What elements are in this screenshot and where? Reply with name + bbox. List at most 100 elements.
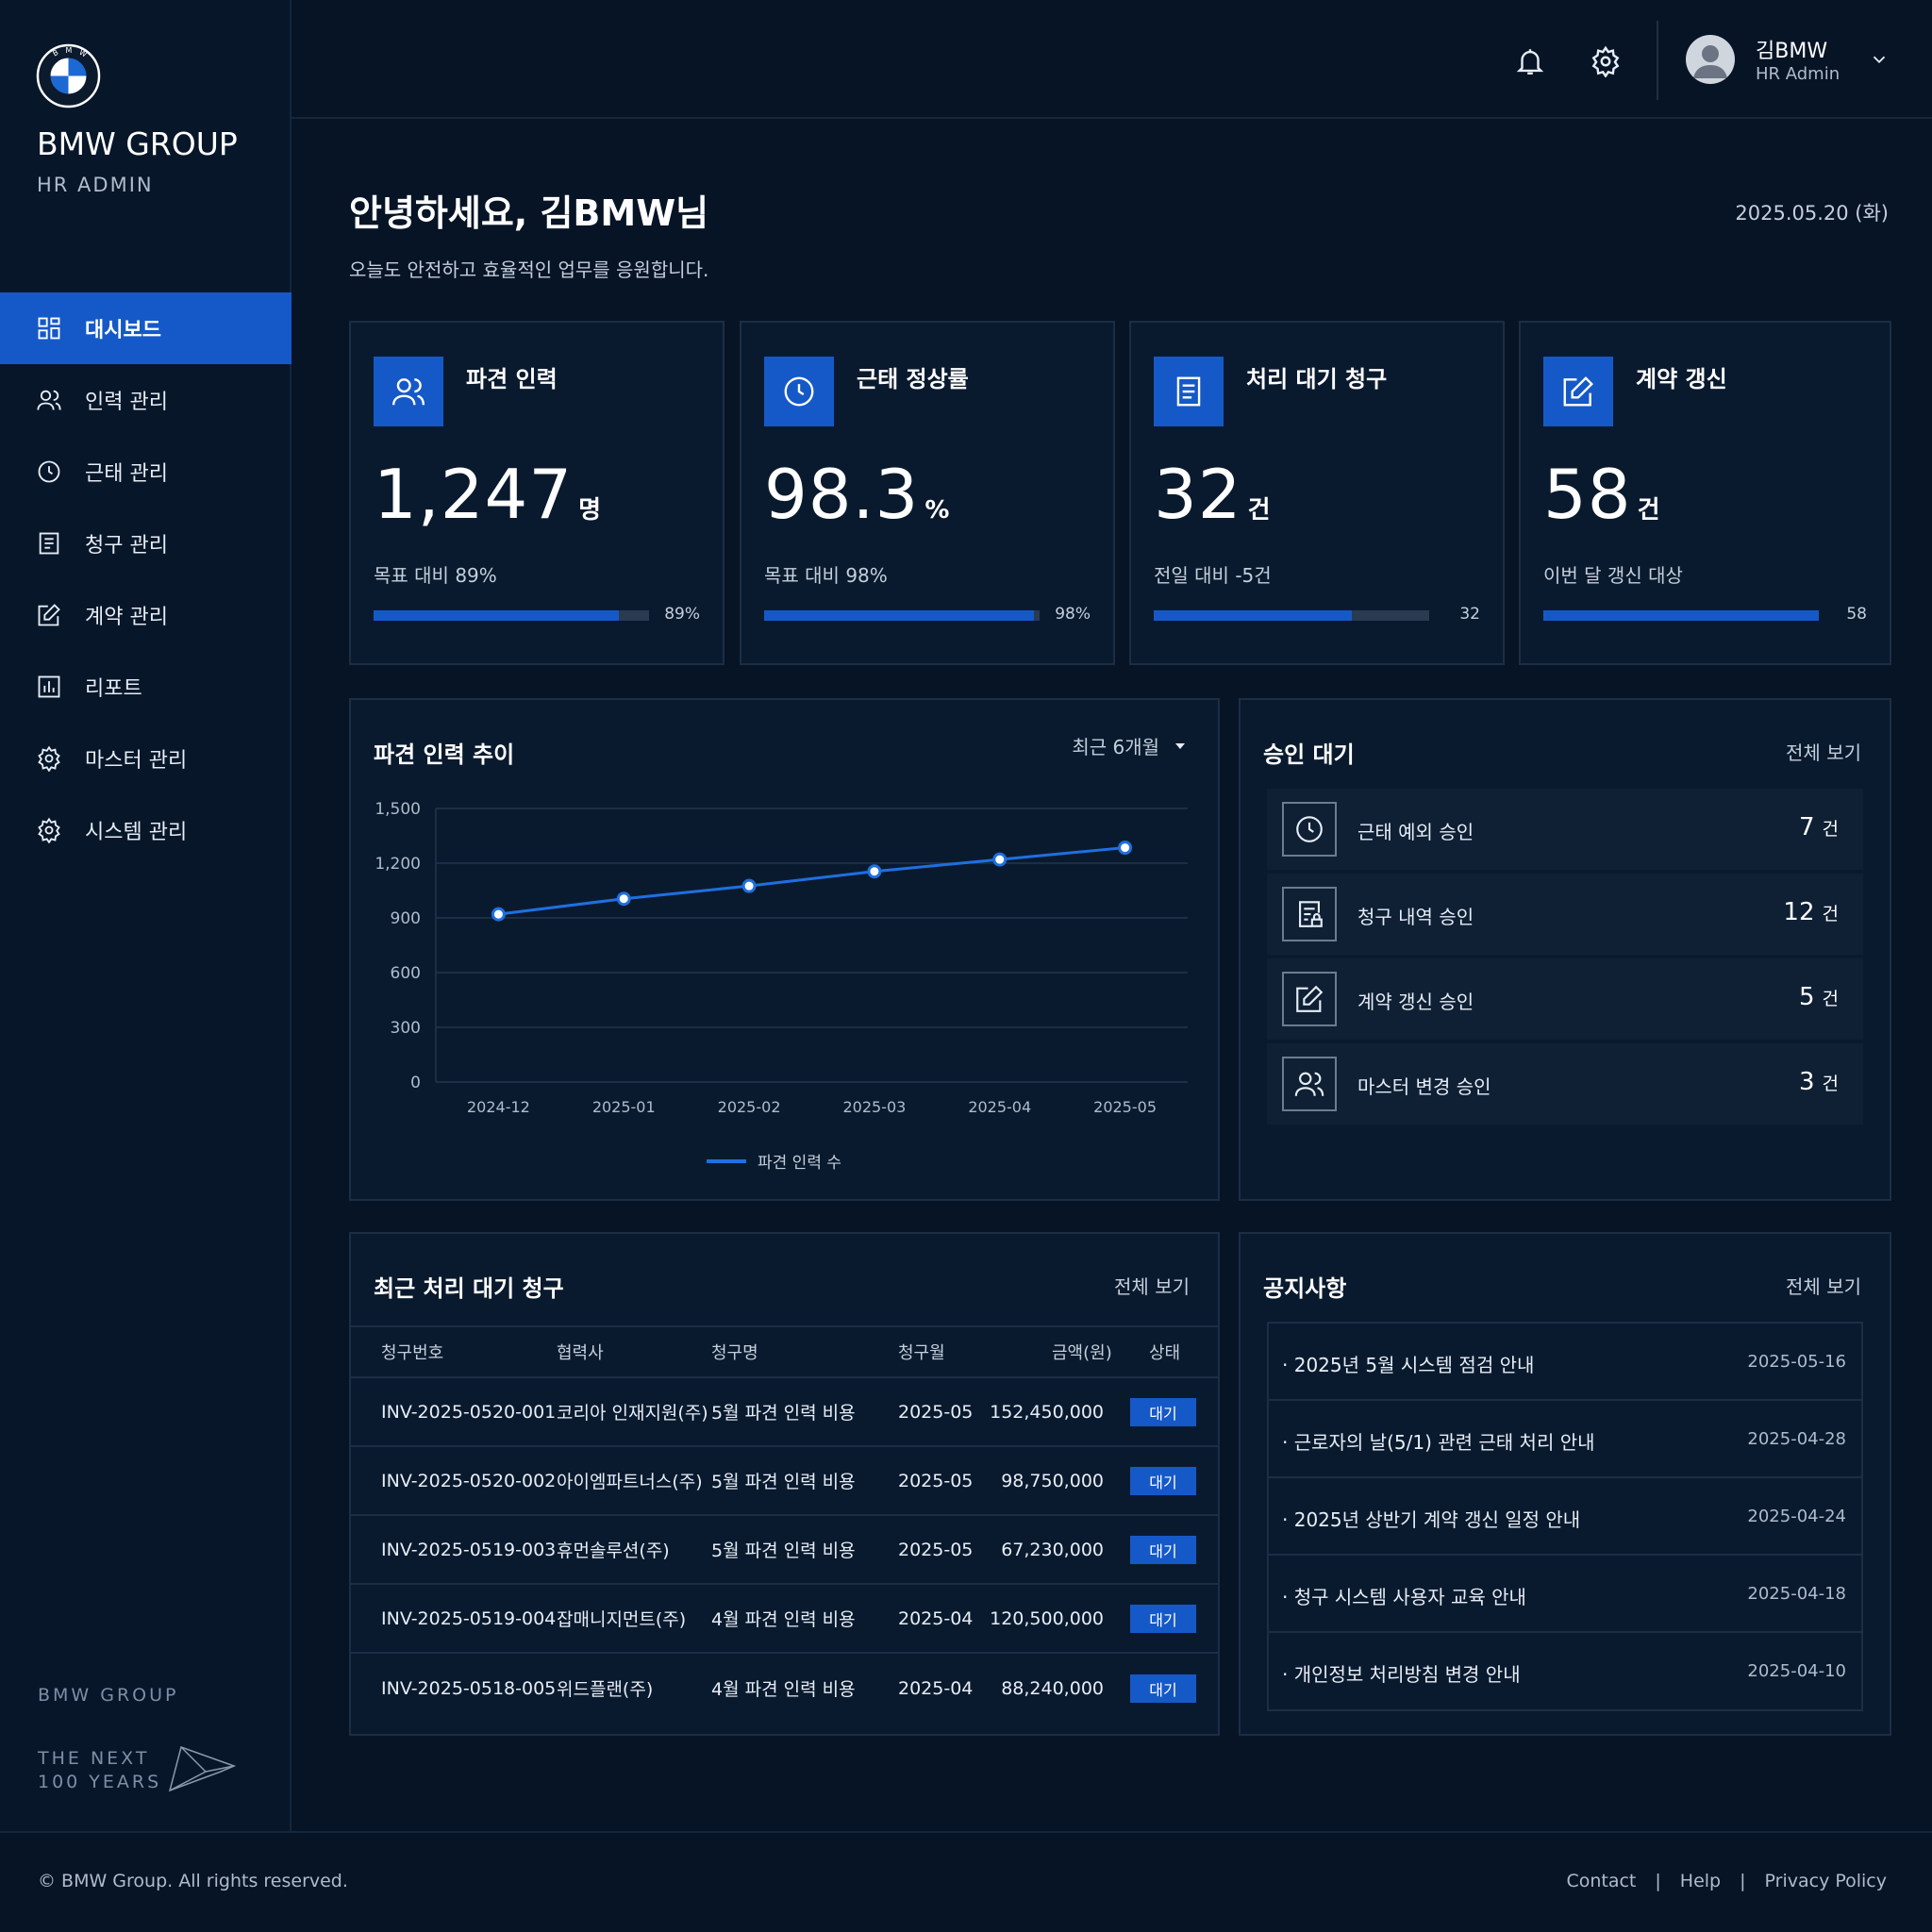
page-footer: © BMW Group. All rights reserved. Contac…	[0, 1831, 1932, 1932]
chevron-down-icon[interactable]	[1869, 49, 1890, 70]
progress-bar	[1154, 610, 1429, 621]
stat-card-pending-claims[interactable]: 처리 대기 청구 32 건 전일 대비 -5건 32	[1129, 321, 1505, 665]
x-axis-labels: 2024-12 2025-01 2025-02 2025-03 2025-04 2025-…	[467, 1098, 1157, 1116]
sidebar-item-attendance[interactable]: 근태 관리	[0, 436, 291, 508]
notice-date: 2025-04-18	[1747, 1584, 1846, 1604]
column-header[interactable]: 상태	[1149, 1343, 1181, 1363]
sidebar-item-claims[interactable]: 청구 관리	[0, 508, 291, 579]
table-row[interactable]: INV-2025-0520-001 코리아 인재지원(주) 5월 파견 인력 비…	[351, 1378, 1219, 1447]
svg-text:B: B	[51, 48, 59, 58]
column-header[interactable]: 청구명	[711, 1343, 758, 1363]
approvals-view-all-link[interactable]: 전체 보기	[1786, 741, 1861, 764]
claim-name: 5월 파견 인력 비용	[711, 1541, 856, 1561]
footer-link-help[interactable]: Help	[1679, 1871, 1722, 1891]
sidebar-item-dashboard[interactable]: 대시보드	[0, 292, 291, 364]
stat-unit: 명	[578, 496, 602, 525]
data-point[interactable]	[741, 878, 757, 893]
stat-value: 32 건	[1154, 455, 1271, 534]
progress-label: 32	[1459, 605, 1480, 624]
range-select[interactable]: 최근 6개월	[1072, 732, 1188, 759]
progress-label: 89%	[664, 605, 700, 624]
progress-bar	[374, 610, 649, 621]
notice-item[interactable]: · 2025년 5월 시스템 점검 안내 2025-05-16	[1269, 1324, 1861, 1401]
notice-item[interactable]: · 청구 시스템 사용자 교육 안내 2025-04-18	[1269, 1556, 1861, 1633]
sidebar-item-label: 근태 관리	[85, 462, 168, 486]
document-icon	[1176, 376, 1201, 407]
chart-grid	[435, 808, 1188, 1083]
stat-card-contract-renewal[interactable]: 계약 갱신 58 건 이번 달 갱신 대상 58	[1519, 321, 1891, 665]
table-row[interactable]: INV-2025-0520-002 아이엠파트너스(주) 5월 파견 인력 비용…	[351, 1447, 1219, 1516]
status-badge[interactable]: 대기	[1130, 1674, 1196, 1703]
sidebar-item-contracts[interactable]: 계약 관리	[0, 579, 291, 651]
current-date: 2025.05.20 (화)	[1735, 202, 1889, 225]
document-icon	[39, 532, 59, 555]
column-header[interactable]: 협력사	[557, 1343, 604, 1363]
sidebar-item-workforce[interactable]: 인력 관리	[0, 364, 291, 436]
notice-title-text: 개인정보 처리방침 변경 안내	[1293, 1663, 1521, 1686]
footer-link-contact[interactable]: Contact	[1566, 1871, 1637, 1891]
data-point[interactable]	[992, 852, 1008, 867]
approval-label: 마스터 변경 승인	[1357, 1075, 1491, 1098]
user-name[interactable]: 김BMW	[1756, 40, 1828, 63]
status-badge[interactable]: 대기	[1130, 1604, 1196, 1633]
approval-icon-box	[1282, 1057, 1337, 1111]
claim-month: 2025-05	[898, 1470, 974, 1491]
table-row[interactable]: INV-2025-0519-003 휴먼솔루션(주) 5월 파견 인력 비용 2…	[351, 1516, 1219, 1585]
column-header[interactable]: 청구월	[898, 1343, 945, 1363]
claim-id: INV-2025-0520-001	[381, 1401, 557, 1423]
progress-label: 58	[1846, 605, 1867, 624]
notice-item[interactable]: · 개인정보 처리방침 변경 안내 2025-04-10	[1269, 1633, 1861, 1710]
column-header[interactable]: 청구번호	[381, 1343, 444, 1363]
approval-label: 청구 내역 승인	[1357, 906, 1474, 928]
user-role: HR Admin	[1756, 64, 1840, 84]
data-point[interactable]	[1118, 841, 1133, 856]
data-point[interactable]	[867, 864, 882, 879]
stat-title: 근태 정상률	[857, 366, 969, 392]
notice-title: · 근로자의 날(5/1) 관련 근태 처리 안내	[1282, 1431, 1595, 1454]
sidebar-item-label: 인력 관리	[85, 391, 168, 414]
stat-number: 32	[1154, 455, 1242, 534]
approval-count-value: 7	[1798, 813, 1815, 841]
line-chart: 0 300 600 900 1,200 1,500 2024-12 2025-01 2025-…	[375, 800, 1188, 1173]
notice-item[interactable]: · 2025년 상반기 계약 갱신 일정 안내 2025-04-24	[1269, 1478, 1861, 1556]
table-row[interactable]: INV-2025-0519-004 잡매니지먼트(주) 4월 파견 인력 비용 …	[351, 1585, 1219, 1654]
bell-icon[interactable]	[1514, 45, 1546, 77]
notices-view-all-link[interactable]: 전체 보기	[1786, 1275, 1861, 1298]
column-header[interactable]: 금액(원)	[1052, 1343, 1112, 1363]
approval-item[interactable]: 청구 내역 승인 12 건	[1267, 874, 1863, 957]
progress-label: 98%	[1055, 605, 1091, 624]
stat-title: 처리 대기 청구	[1246, 366, 1388, 392]
table-row[interactable]: INV-2025-0518-005 위드플랜(주) 4월 파견 인력 비용 20…	[351, 1654, 1219, 1723]
gear-icon[interactable]	[1590, 45, 1622, 77]
sidebar-item-reports[interactable]: 리포트	[0, 651, 291, 723]
clock-icon	[38, 460, 60, 483]
claim-name: 4월 파견 인력 비용	[711, 1609, 856, 1630]
data-point[interactable]	[491, 907, 506, 922]
status-badge[interactable]: 대기	[1130, 1535, 1196, 1564]
notice-item[interactable]: · 근로자의 날(5/1) 관련 근태 처리 안내 2025-04-28	[1269, 1401, 1861, 1478]
bmw-logo[interactable]: B M W	[36, 43, 101, 108]
sidebar-item-system[interactable]: 시스템 관리	[0, 794, 291, 866]
x-tick-label: 2025-05	[1093, 1098, 1157, 1116]
status-badge[interactable]: 대기	[1130, 1466, 1196, 1495]
claims-view-all-link[interactable]: 전체 보기	[1114, 1275, 1190, 1298]
footer-link-privacy[interactable]: Privacy Policy	[1764, 1871, 1887, 1891]
gear-icon	[38, 745, 60, 772]
x-tick-label: 2025-01	[592, 1098, 656, 1116]
stat-card-attendance[interactable]: 근태 정상률 98.3% 목표 대비 98% 98%	[740, 321, 1115, 665]
data-point[interactable]	[616, 891, 631, 907]
avatar[interactable]	[1686, 35, 1735, 84]
status-badge[interactable]: 대기	[1130, 1397, 1196, 1426]
sidebar-footer-tagline: THE NEXT 100 YEARS	[38, 1747, 161, 1794]
approval-count-unit: 건	[1822, 819, 1839, 840]
sidebar-item-master[interactable]: 마스터 관리	[0, 723, 291, 794]
claim-month: 2025-05	[898, 1539, 974, 1560]
series-line	[498, 846, 1125, 916]
stat-card-workforce[interactable]: 파견 인력 1,247 명 목표 대비 89% 89%	[349, 321, 724, 665]
approval-count-unit: 건	[1822, 989, 1839, 1009]
